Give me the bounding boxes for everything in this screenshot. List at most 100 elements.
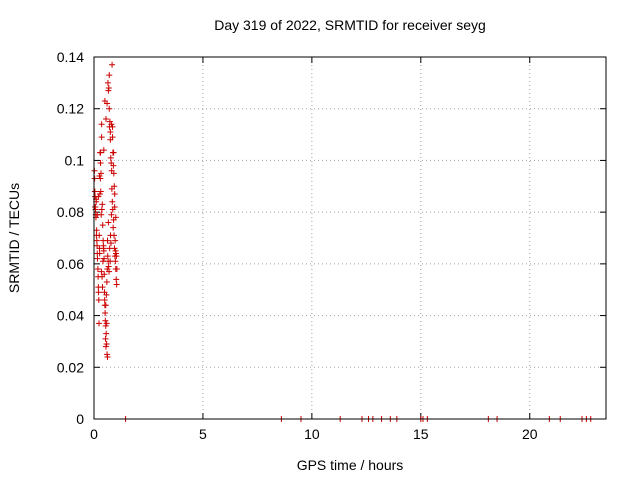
data-point xyxy=(94,255,101,262)
data-point xyxy=(111,191,118,198)
data-point xyxy=(104,79,111,86)
data-point xyxy=(98,121,105,128)
data-point xyxy=(94,211,101,218)
data-point xyxy=(110,224,117,231)
data-point xyxy=(108,121,115,128)
data-point xyxy=(96,320,103,327)
data-point xyxy=(105,219,112,226)
data-point xyxy=(101,255,108,262)
axis-ticks: 0 5 10 15 20 0 0.02 0.04 0.06 0.08 0.1 0.12 0.14 xyxy=(57,49,606,442)
data-point xyxy=(110,170,117,177)
data-point xyxy=(112,258,119,265)
data-point xyxy=(97,175,104,182)
data-point xyxy=(112,237,119,244)
data-point xyxy=(96,250,103,257)
data-point xyxy=(102,322,109,329)
data-point xyxy=(103,341,110,348)
data-point xyxy=(97,160,104,167)
data-point xyxy=(93,237,100,244)
data-point xyxy=(102,116,109,123)
data-point xyxy=(102,335,109,342)
y-axis-label: SRMTID / TECUs xyxy=(6,182,22,294)
data-point xyxy=(111,203,118,210)
data-point xyxy=(113,281,120,288)
data-point xyxy=(109,61,116,68)
data-point xyxy=(100,242,107,249)
x-tick-label: 15 xyxy=(413,426,429,442)
data-point xyxy=(105,85,112,92)
data-point xyxy=(104,237,111,244)
data-point xyxy=(109,134,116,141)
data-points xyxy=(91,61,594,422)
y-tick-label: 0.08 xyxy=(57,204,84,220)
data-point xyxy=(108,211,115,218)
y-tick-label: 0.06 xyxy=(57,256,84,272)
data-point xyxy=(113,266,120,273)
data-point xyxy=(93,227,100,234)
data-point xyxy=(112,214,119,221)
y-tick-label: 0.04 xyxy=(57,308,84,324)
data-point xyxy=(99,284,106,291)
data-point xyxy=(107,128,114,135)
data-point xyxy=(99,258,106,265)
data-point xyxy=(91,175,98,182)
data-point xyxy=(104,353,111,360)
data-point xyxy=(102,302,109,309)
data-point xyxy=(103,320,110,327)
data-point xyxy=(94,266,101,273)
data-point xyxy=(97,188,104,195)
chart-title: Day 319 of 2022, SRMTID for receiver sey… xyxy=(214,17,486,33)
y-tick-label: 0.12 xyxy=(57,101,84,117)
data-point xyxy=(103,330,110,337)
data-point xyxy=(99,222,106,229)
y-tick-label: 0.14 xyxy=(57,49,84,65)
data-point xyxy=(103,278,110,285)
data-point xyxy=(92,203,99,210)
data-point xyxy=(109,123,116,130)
data-point xyxy=(102,309,109,316)
x-tick-label: 5 xyxy=(199,426,207,442)
data-point xyxy=(95,297,102,304)
x-axis-label: GPS time / hours xyxy=(296,457,404,473)
data-point xyxy=(96,232,103,239)
x-tick-label: 10 xyxy=(304,426,320,442)
data-point xyxy=(101,271,108,278)
y-tick-label: 0.1 xyxy=(65,152,85,168)
data-point xyxy=(98,268,105,275)
x-tick-label: 20 xyxy=(522,426,538,442)
data-point xyxy=(113,276,120,283)
data-point xyxy=(104,100,111,107)
data-point xyxy=(110,162,117,169)
data-point xyxy=(91,188,98,195)
data-point xyxy=(100,147,107,154)
data-point xyxy=(111,232,118,239)
grid-lines xyxy=(94,57,606,419)
plot-frame xyxy=(93,56,607,420)
data-point xyxy=(106,268,113,275)
data-point xyxy=(95,289,102,296)
data-point xyxy=(107,154,114,161)
data-point xyxy=(106,72,113,79)
data-point xyxy=(105,263,112,270)
data-point xyxy=(103,291,110,298)
data-point xyxy=(104,253,111,260)
data-point xyxy=(107,240,114,247)
data-point xyxy=(98,206,105,213)
data-point xyxy=(96,172,103,179)
data-point xyxy=(101,297,108,304)
data-point xyxy=(107,258,114,265)
data-point xyxy=(102,317,109,324)
x-tick-label: 0 xyxy=(90,426,98,442)
data-point xyxy=(98,134,105,141)
y-tick-label: 0.02 xyxy=(57,359,84,375)
data-point xyxy=(99,201,106,208)
data-point xyxy=(97,149,104,156)
data-point xyxy=(109,198,116,205)
data-point xyxy=(102,343,109,350)
data-point xyxy=(106,105,113,112)
data-point xyxy=(111,183,118,190)
data-point xyxy=(110,149,117,156)
data-point xyxy=(100,247,107,254)
data-point xyxy=(111,245,118,252)
